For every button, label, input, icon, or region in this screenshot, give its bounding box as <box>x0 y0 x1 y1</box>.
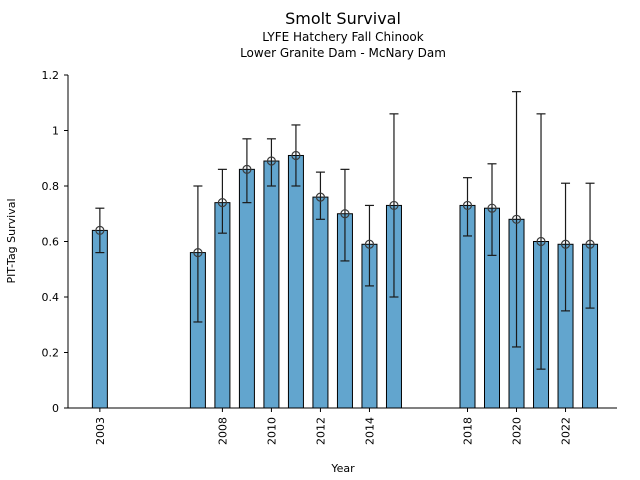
y-tick-label: 0.8 <box>42 180 60 193</box>
y-tick-label: 1 <box>52 125 59 138</box>
bar <box>91 229 108 409</box>
chart-subtitle-line2: Lower Granite Dam - McNary Dam <box>240 46 446 60</box>
data-point-marker <box>560 239 571 249</box>
data-point-marker <box>389 200 399 211</box>
x-tick-label: 2022 <box>560 417 573 445</box>
x-tick-label: 2008 <box>216 417 229 445</box>
y-tick-label: 0 <box>52 402 59 415</box>
bar <box>287 154 304 409</box>
y-tick-label: 1.2 <box>42 69 60 82</box>
data-point-marker <box>266 156 277 166</box>
y-tick-label: 0.4 <box>42 291 60 304</box>
y-tick-label: 0.2 <box>42 347 60 360</box>
y-axis-label: PIT-Tag Survival <box>5 198 18 283</box>
x-axis-label: Year <box>330 462 355 475</box>
y-ticks-group: 0 0.2 0.4 0.6 0.8 1 1.2 <box>42 69 68 415</box>
data-point-marker <box>217 198 228 208</box>
data-point-marker <box>536 236 546 247</box>
bar <box>312 196 329 409</box>
markers-group <box>95 150 595 258</box>
x-tick-label: 2012 <box>314 417 327 445</box>
data-point-marker <box>340 209 350 219</box>
x-tick-label: 2020 <box>511 417 524 445</box>
data-point-marker <box>95 225 105 235</box>
data-point-marker <box>291 150 301 161</box>
chart-subtitle-line1: LYFE Hatchery Fall Chinook <box>262 30 423 44</box>
data-point-marker <box>315 192 326 202</box>
data-point-marker <box>487 203 497 213</box>
chart-title: Smolt Survival <box>285 9 401 28</box>
data-point-marker <box>242 164 252 174</box>
data-point-marker <box>585 239 595 249</box>
x-tick-label: 2010 <box>265 417 278 445</box>
bar <box>238 168 255 409</box>
bar <box>263 160 280 409</box>
x-tick-label: 2014 <box>363 417 376 445</box>
error-bars-group <box>95 91 595 370</box>
data-point-marker <box>462 200 473 211</box>
y-tick-label: 0.6 <box>42 236 60 249</box>
data-point-marker <box>193 248 203 258</box>
x-tick-label: 2003 <box>94 417 107 445</box>
x-tick-label: 2018 <box>461 417 474 445</box>
data-point-marker <box>511 214 522 224</box>
data-point-marker <box>364 239 375 249</box>
bars-group <box>91 154 599 409</box>
x-ticks-group: 2003 2008 2010 2012 2014 2018 2020 2022 <box>94 408 573 445</box>
